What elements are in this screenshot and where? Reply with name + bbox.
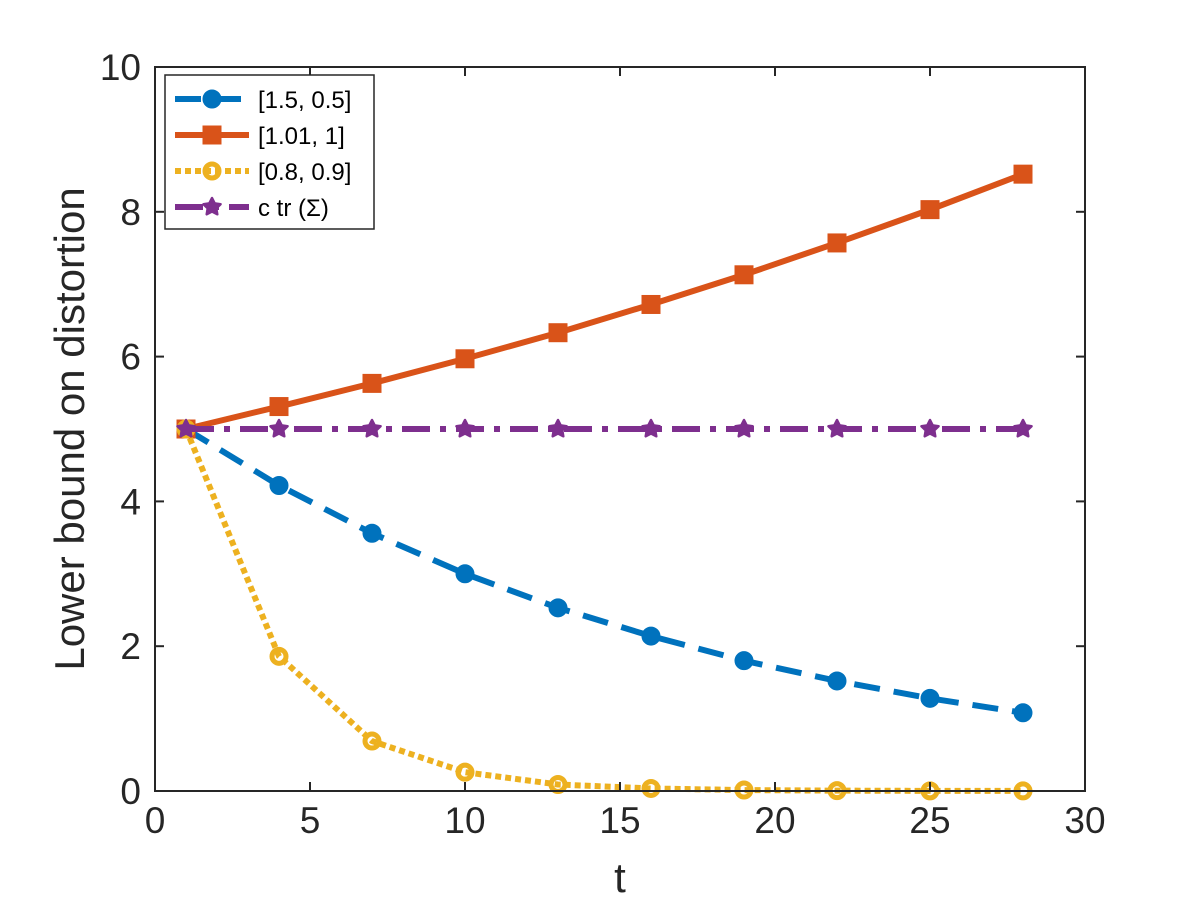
data-point-3-4 xyxy=(548,418,568,438)
data-point-1-7 xyxy=(827,233,847,253)
x-tick-label-5: 25 xyxy=(909,800,950,841)
data-point-1-6 xyxy=(734,265,754,285)
legend-label-3: c tr (Σ) xyxy=(258,195,329,222)
legend-marker-2 xyxy=(202,161,222,181)
series-line-1 xyxy=(185,171,1025,432)
data-point-1-8 xyxy=(920,200,940,220)
data-point-3-1 xyxy=(269,418,289,438)
x-axis-title: t xyxy=(614,854,626,900)
data-point-1-2 xyxy=(362,373,382,393)
legend: [1.5, 0.5] [1.01, 1] [0.8, 0.9] c tr (Σ) xyxy=(164,74,375,230)
data-point-0-2 xyxy=(362,523,382,543)
data-point-2-1 xyxy=(269,646,289,666)
data-point-1-4 xyxy=(548,323,568,343)
series-0 xyxy=(176,419,1033,723)
data-point-1-1 xyxy=(269,397,289,417)
legend-label-0: [1.5, 0.5] xyxy=(258,87,351,114)
data-point-0-5 xyxy=(641,626,661,646)
data-point-2-2 xyxy=(362,731,382,751)
data-point-3-8 xyxy=(920,418,940,438)
data-point-1-5 xyxy=(641,294,661,314)
data-point-0-9 xyxy=(1013,703,1033,723)
data-point-3-9 xyxy=(1013,418,1033,438)
x-tick-label-2: 10 xyxy=(444,800,485,841)
data-point-0-7 xyxy=(827,671,847,691)
data-point-3-6 xyxy=(734,418,754,438)
data-point-2-5 xyxy=(641,778,661,798)
y-tick-label-4: 8 xyxy=(120,192,141,233)
data-point-0-4 xyxy=(548,598,568,618)
series-line-0 xyxy=(184,426,1024,716)
series-3 xyxy=(176,418,1033,438)
axes-layer: 0 5 10 15 20 25 30 0 2 4 6 8 10 xyxy=(100,47,1106,841)
data-point-0-8 xyxy=(920,688,940,708)
y-tick-label-0: 0 xyxy=(120,771,141,812)
legend-label-1: [1.01, 1] xyxy=(258,123,345,150)
data-point-3-3 xyxy=(455,418,475,438)
y-axis-title: Lower bound on distortion xyxy=(46,187,93,670)
data-point-0-3 xyxy=(455,564,475,584)
data-point-3-0 xyxy=(176,418,196,438)
x-tick-label-4: 20 xyxy=(754,800,795,841)
y-tick-label-2: 4 xyxy=(120,481,141,522)
data-point-3-2 xyxy=(362,418,382,438)
y-tick-label-1: 2 xyxy=(120,626,141,667)
legend-marker-0 xyxy=(202,89,222,109)
x-tick-label-3: 15 xyxy=(599,800,640,841)
legend-label-2: [0.8, 0.9] xyxy=(258,159,351,186)
legend-marker-1 xyxy=(202,125,222,145)
y-tick-label-3: 6 xyxy=(120,337,141,378)
data-point-0-6 xyxy=(734,651,754,671)
data-point-2-3 xyxy=(455,762,475,782)
data-point-3-5 xyxy=(641,418,661,438)
x-tick-label-1: 5 xyxy=(300,800,321,841)
data-point-3-7 xyxy=(827,418,847,438)
x-tick-label-0: 0 xyxy=(145,800,166,841)
x-tick-label-6: 30 xyxy=(1064,800,1105,841)
data-point-1-3 xyxy=(455,349,475,369)
data-point-0-1 xyxy=(269,475,289,495)
y-tick-label-5: 10 xyxy=(100,47,141,88)
data-point-1-9 xyxy=(1013,164,1033,184)
legend-marker-3 xyxy=(202,196,222,216)
series-layer xyxy=(176,164,1033,801)
